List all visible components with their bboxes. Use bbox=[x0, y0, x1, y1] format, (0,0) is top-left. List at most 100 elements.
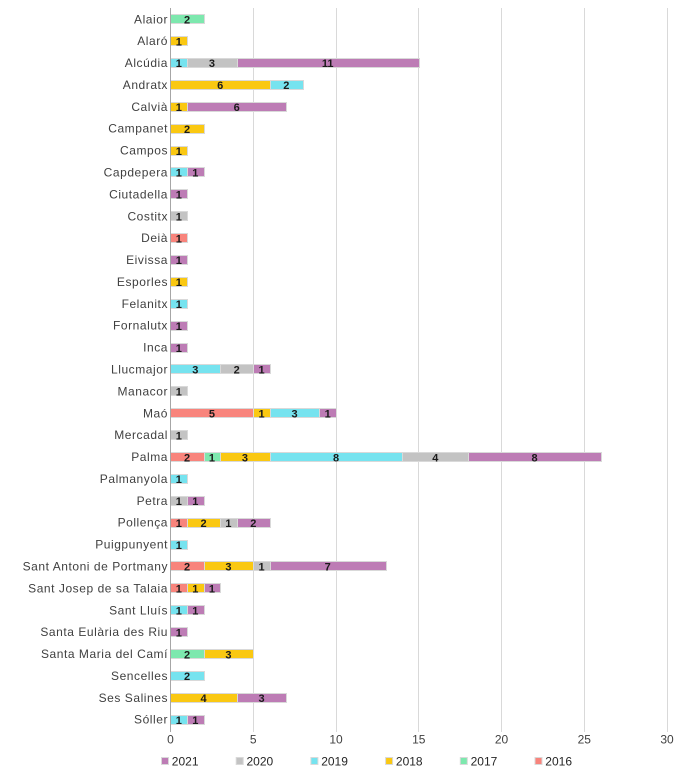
svg-text:1: 1 bbox=[192, 496, 198, 508]
svg-text:Eivissa: Eivissa bbox=[126, 253, 168, 267]
svg-text:1: 1 bbox=[176, 36, 182, 48]
svg-text:Alcúdia: Alcúdia bbox=[125, 56, 168, 70]
svg-text:2017: 2017 bbox=[471, 754, 498, 768]
svg-text:Capdepera: Capdepera bbox=[104, 165, 168, 179]
svg-text:Santa Maria del Camí: Santa Maria del Camí bbox=[41, 647, 168, 661]
svg-text:2: 2 bbox=[184, 671, 190, 683]
svg-text:Maó: Maó bbox=[143, 406, 168, 420]
svg-text:Sant Josep de sa Talaia: Sant Josep de sa Talaia bbox=[28, 581, 168, 595]
svg-text:Ciutadella: Ciutadella bbox=[109, 187, 168, 201]
svg-text:1: 1 bbox=[176, 190, 182, 202]
svg-text:1: 1 bbox=[176, 387, 182, 399]
svg-text:3: 3 bbox=[225, 649, 231, 661]
svg-text:11: 11 bbox=[322, 58, 334, 70]
svg-text:1: 1 bbox=[192, 168, 198, 180]
svg-text:20: 20 bbox=[495, 733, 509, 747]
svg-text:15: 15 bbox=[412, 733, 426, 747]
svg-text:1: 1 bbox=[192, 605, 198, 617]
svg-text:1: 1 bbox=[258, 365, 264, 377]
svg-text:1: 1 bbox=[176, 518, 182, 530]
svg-text:Alaior: Alaior bbox=[134, 12, 168, 26]
svg-text:1: 1 bbox=[176, 343, 182, 355]
svg-text:Petra: Petra bbox=[137, 494, 168, 508]
svg-text:Sencelles: Sencelles bbox=[111, 669, 168, 683]
svg-text:1: 1 bbox=[176, 211, 182, 223]
svg-text:1: 1 bbox=[258, 562, 264, 574]
svg-text:Campanet: Campanet bbox=[108, 122, 168, 136]
svg-text:Sant Antoni de Portmany: Sant Antoni de Portmany bbox=[23, 560, 168, 574]
svg-text:6: 6 bbox=[234, 102, 240, 114]
svg-text:3: 3 bbox=[242, 452, 248, 464]
svg-text:Llucmajor: Llucmajor bbox=[111, 362, 168, 376]
svg-text:2021: 2021 bbox=[172, 754, 199, 768]
svg-text:2: 2 bbox=[184, 649, 190, 661]
svg-text:Andratx: Andratx bbox=[123, 78, 168, 92]
svg-text:2: 2 bbox=[184, 14, 190, 26]
svg-text:2020: 2020 bbox=[247, 754, 274, 768]
svg-text:10: 10 bbox=[329, 733, 343, 747]
svg-text:1: 1 bbox=[176, 277, 182, 289]
svg-text:Sant Lluís: Sant Lluís bbox=[109, 603, 168, 617]
svg-text:Palmanyola: Palmanyola bbox=[100, 472, 168, 486]
svg-text:Puigpunyent: Puigpunyent bbox=[95, 538, 168, 552]
svg-text:6: 6 bbox=[217, 80, 223, 92]
svg-text:3: 3 bbox=[209, 58, 215, 70]
svg-text:1: 1 bbox=[176, 496, 182, 508]
svg-text:8: 8 bbox=[333, 452, 339, 464]
svg-text:1: 1 bbox=[176, 321, 182, 333]
svg-text:1: 1 bbox=[176, 299, 182, 311]
svg-text:2016: 2016 bbox=[545, 754, 572, 768]
svg-text:5: 5 bbox=[209, 408, 215, 420]
svg-text:5: 5 bbox=[250, 733, 257, 747]
svg-text:Costitx: Costitx bbox=[127, 209, 168, 223]
svg-text:Felanitx: Felanitx bbox=[122, 297, 168, 311]
svg-text:1: 1 bbox=[176, 58, 182, 70]
svg-text:Inca: Inca bbox=[143, 341, 168, 355]
svg-text:2: 2 bbox=[184, 124, 190, 136]
svg-text:1: 1 bbox=[176, 168, 182, 180]
svg-text:1: 1 bbox=[176, 605, 182, 617]
svg-text:Esporles: Esporles bbox=[117, 275, 168, 289]
svg-text:2: 2 bbox=[184, 452, 190, 464]
svg-text:1: 1 bbox=[192, 584, 198, 596]
svg-text:Palma: Palma bbox=[131, 450, 168, 464]
svg-text:3: 3 bbox=[258, 693, 264, 705]
svg-text:3: 3 bbox=[192, 365, 198, 377]
svg-text:1: 1 bbox=[176, 715, 182, 727]
svg-text:1: 1 bbox=[258, 408, 264, 420]
svg-text:2: 2 bbox=[234, 365, 240, 377]
svg-text:2: 2 bbox=[250, 518, 256, 530]
svg-text:Ses Salines: Ses Salines bbox=[99, 691, 168, 705]
svg-text:Pollença: Pollença bbox=[118, 516, 168, 530]
svg-text:Calvià: Calvià bbox=[131, 100, 168, 114]
svg-text:Santa Eulària des Riu: Santa Eulària des Riu bbox=[40, 625, 168, 639]
svg-text:1: 1 bbox=[192, 715, 198, 727]
svg-text:0: 0 bbox=[167, 733, 174, 747]
svg-text:1: 1 bbox=[209, 452, 215, 464]
svg-text:Fornalutx: Fornalutx bbox=[113, 319, 168, 333]
svg-text:1: 1 bbox=[209, 584, 215, 596]
svg-text:1: 1 bbox=[176, 540, 182, 552]
svg-text:Deià: Deià bbox=[141, 231, 168, 245]
svg-text:4: 4 bbox=[201, 693, 208, 705]
svg-text:1: 1 bbox=[176, 102, 182, 114]
svg-text:4: 4 bbox=[432, 452, 439, 464]
svg-text:Sóller: Sóller bbox=[134, 713, 168, 727]
svg-text:1: 1 bbox=[176, 627, 182, 639]
svg-text:1: 1 bbox=[176, 584, 182, 596]
svg-text:Manacor: Manacor bbox=[117, 384, 168, 398]
svg-text:2: 2 bbox=[184, 562, 190, 574]
svg-text:2018: 2018 bbox=[396, 754, 423, 768]
svg-text:1: 1 bbox=[325, 408, 331, 420]
svg-text:2019: 2019 bbox=[321, 754, 348, 768]
svg-text:Campos: Campos bbox=[120, 144, 168, 158]
svg-text:8: 8 bbox=[532, 452, 538, 464]
svg-text:1: 1 bbox=[176, 233, 182, 245]
svg-text:1: 1 bbox=[225, 518, 231, 530]
svg-text:25: 25 bbox=[578, 733, 592, 747]
svg-text:1: 1 bbox=[176, 474, 182, 486]
svg-text:30: 30 bbox=[660, 733, 674, 747]
svg-text:1: 1 bbox=[176, 146, 182, 158]
svg-text:3: 3 bbox=[292, 408, 298, 420]
svg-text:3: 3 bbox=[225, 562, 231, 574]
